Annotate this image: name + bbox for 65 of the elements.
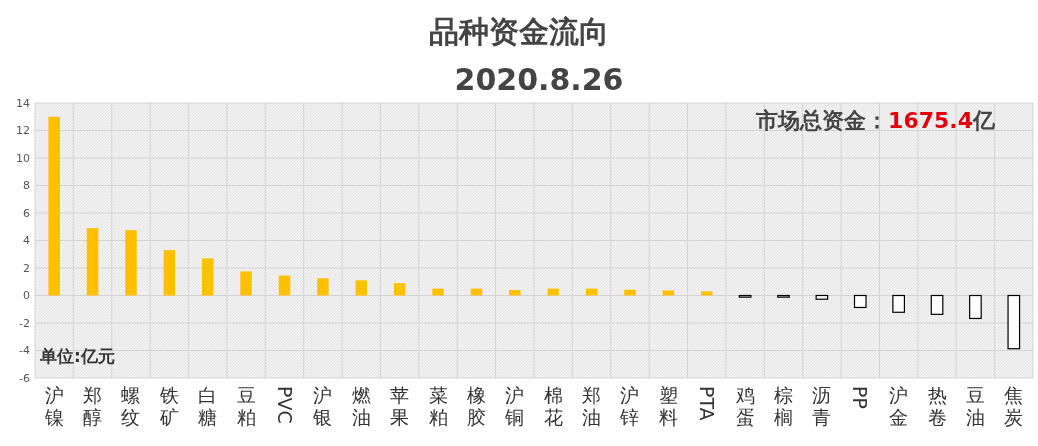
x-tick-label: 菜粕 — [428, 384, 448, 428]
bar — [815, 294, 829, 300]
bar — [700, 291, 713, 296]
y-tick-label: 2 — [23, 261, 30, 275]
y-tick-label: 6 — [23, 206, 30, 220]
y-tick-label: 10 — [16, 151, 30, 165]
annotation: 市场总资金：1675.4亿 — [755, 108, 996, 133]
bar — [240, 271, 252, 296]
bar — [1007, 294, 1021, 350]
y-tick-label: -4 — [19, 344, 30, 358]
bar — [432, 288, 444, 296]
x-tick-label: 郑醇 — [83, 384, 103, 428]
chart-subtitle: 2020.8.26 — [454, 62, 624, 97]
x-tick-label: 白糖 — [198, 384, 218, 428]
x-tick-label: 焦炭 — [1004, 384, 1024, 428]
x-tick-label: PVC — [273, 386, 296, 424]
x-tick-label: PP — [849, 386, 872, 409]
bar — [470, 288, 483, 296]
x-tick-label: 橡胶 — [466, 384, 486, 428]
x-tick-label: 铁矿 — [158, 384, 179, 428]
bar — [930, 294, 944, 315]
x-tick-label: 沥青 — [812, 384, 832, 428]
bar — [662, 290, 675, 296]
bar — [624, 289, 636, 296]
bar — [547, 288, 559, 296]
bar — [317, 278, 329, 296]
y-tick-label: 8 — [23, 179, 30, 193]
y-tick-label: 0 — [23, 289, 30, 303]
x-tick-label: 热卷 — [927, 384, 947, 428]
x-tick-label: 鸡蛋 — [734, 384, 755, 428]
x-tick-label: 豆粕 — [236, 384, 256, 428]
x-tick-label: 棕榈 — [774, 384, 793, 428]
chart-title: 品种资金流向 — [429, 14, 609, 49]
x-tick-label: 沪锌 — [619, 384, 640, 428]
annotation: 单位:亿元 — [39, 346, 115, 366]
bar — [853, 294, 867, 309]
y-tick-label: -6 — [19, 371, 30, 385]
x-tick-label: 郑油 — [582, 384, 602, 428]
bar — [86, 228, 99, 296]
bar — [201, 258, 214, 296]
bar — [163, 250, 176, 296]
x-tick-label: 豆油 — [965, 384, 985, 428]
bar — [278, 275, 291, 296]
bar — [585, 288, 598, 296]
x-tick-label: PTA — [695, 386, 718, 421]
bar — [969, 294, 982, 320]
bar — [355, 280, 368, 296]
x-tick-label: 沪银 — [312, 384, 333, 428]
y-tick-label: 4 — [23, 234, 30, 248]
bar — [48, 116, 60, 296]
x-tick-label: 苹果 — [390, 384, 410, 428]
x-tick-label: 燃油 — [351, 384, 371, 428]
x-tick-label: 沪铜 — [504, 384, 525, 428]
x-tick-label: 沪镍 — [43, 384, 64, 428]
bar — [509, 290, 521, 296]
bar — [892, 294, 906, 313]
bar — [393, 283, 406, 296]
x-tick-label: 棉花 — [543, 384, 563, 428]
y-tick-label: 12 — [16, 124, 30, 138]
bar — [125, 230, 137, 296]
x-tick-label: 螺纹 — [121, 384, 141, 428]
y-tick-label: 14 — [16, 96, 30, 110]
x-tick-label: 沪金 — [889, 384, 909, 428]
x-tick-label: 塑料 — [658, 384, 678, 428]
y-tick-label: -2 — [19, 316, 30, 330]
